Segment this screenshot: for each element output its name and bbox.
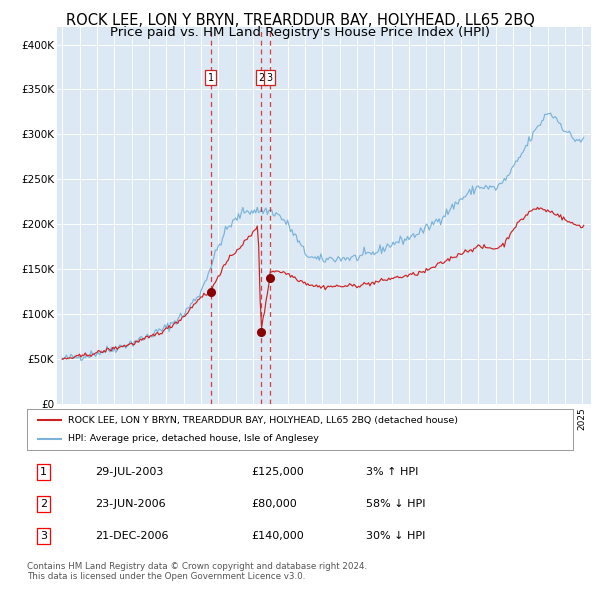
Text: 2: 2 bbox=[258, 73, 264, 83]
Text: 58% ↓ HPI: 58% ↓ HPI bbox=[365, 499, 425, 509]
Text: £125,000: £125,000 bbox=[251, 467, 304, 477]
Text: 3: 3 bbox=[40, 531, 47, 541]
Text: 3% ↑ HPI: 3% ↑ HPI bbox=[365, 467, 418, 477]
Text: £80,000: £80,000 bbox=[251, 499, 296, 509]
Text: 30% ↓ HPI: 30% ↓ HPI bbox=[365, 531, 425, 541]
Text: 23-JUN-2006: 23-JUN-2006 bbox=[95, 499, 166, 509]
Text: 29-JUL-2003: 29-JUL-2003 bbox=[95, 467, 164, 477]
Text: Contains HM Land Registry data © Crown copyright and database right 2024.: Contains HM Land Registry data © Crown c… bbox=[27, 562, 367, 571]
Text: 21-DEC-2006: 21-DEC-2006 bbox=[95, 531, 169, 541]
Text: Price paid vs. HM Land Registry's House Price Index (HPI): Price paid vs. HM Land Registry's House … bbox=[110, 26, 490, 39]
Text: 1: 1 bbox=[208, 73, 214, 83]
Text: £140,000: £140,000 bbox=[251, 531, 304, 541]
Text: 3: 3 bbox=[266, 73, 273, 83]
Text: This data is licensed under the Open Government Licence v3.0.: This data is licensed under the Open Gov… bbox=[27, 572, 305, 581]
Text: 2: 2 bbox=[40, 499, 47, 509]
Text: HPI: Average price, detached house, Isle of Anglesey: HPI: Average price, detached house, Isle… bbox=[68, 434, 319, 443]
Text: 1: 1 bbox=[40, 467, 47, 477]
Text: ROCK LEE, LON Y BRYN, TREARDDUR BAY, HOLYHEAD, LL65 2BQ (detached house): ROCK LEE, LON Y BRYN, TREARDDUR BAY, HOL… bbox=[68, 416, 458, 425]
Text: ROCK LEE, LON Y BRYN, TREARDDUR BAY, HOLYHEAD, LL65 2BQ: ROCK LEE, LON Y BRYN, TREARDDUR BAY, HOL… bbox=[65, 13, 535, 28]
